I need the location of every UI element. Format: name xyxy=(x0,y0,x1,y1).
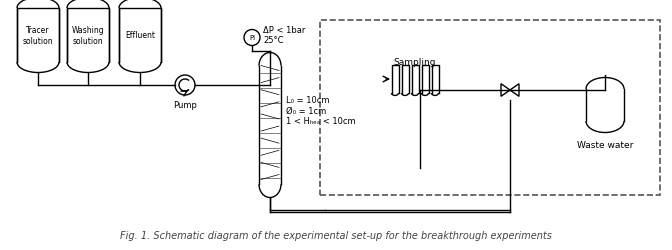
Text: Effluent: Effluent xyxy=(125,31,155,40)
Text: Pump: Pump xyxy=(173,100,197,110)
Text: PI: PI xyxy=(249,35,255,41)
Text: Sampling: Sampling xyxy=(394,58,436,67)
Text: Waste water: Waste water xyxy=(577,140,633,149)
Text: ΔP < 1bar
25°C: ΔP < 1bar 25°C xyxy=(263,26,305,45)
Text: Fig. 1. Schematic diagram of the experimental set-up for the breakthrough experi: Fig. 1. Schematic diagram of the experim… xyxy=(120,230,552,240)
Text: Tracer
solution: Tracer solution xyxy=(23,26,53,46)
Text: L₀ = 10cm
Ø₀ = 1cm
1 < Hₕₑₐ < 10cm: L₀ = 10cm Ø₀ = 1cm 1 < Hₕₑₐ < 10cm xyxy=(286,96,355,126)
Text: Washing
solution: Washing solution xyxy=(72,26,104,46)
